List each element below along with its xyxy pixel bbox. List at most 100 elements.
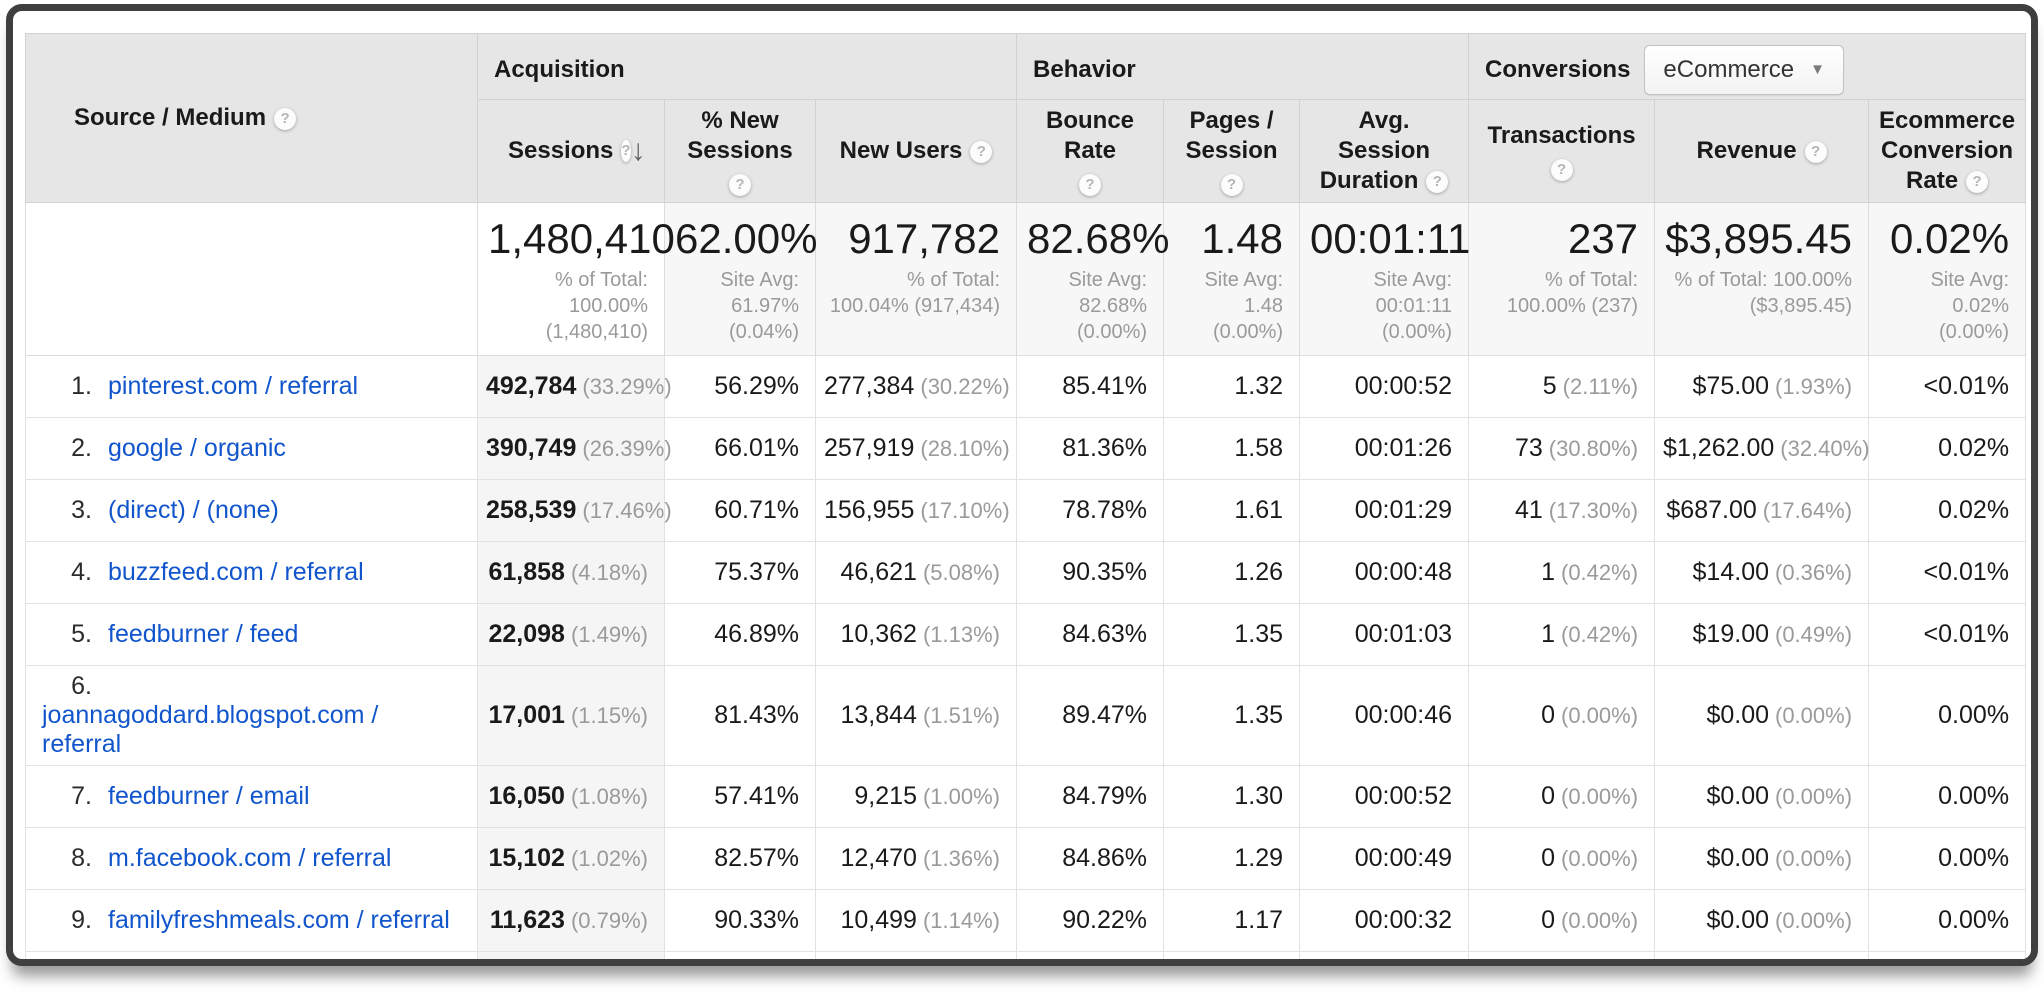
new-users-cell: 12,470 (1.36%) bbox=[814, 826, 1018, 890]
help-icon[interactable]: ? bbox=[1426, 170, 1449, 193]
pages-session-cell: 1.30 bbox=[1163, 950, 1301, 959]
help-icon[interactable]: ? bbox=[1079, 174, 1102, 196]
help-icon[interactable]: ? bbox=[1220, 174, 1243, 196]
help-icon[interactable]: ? bbox=[970, 140, 993, 163]
pages-session-cell: 1.35 bbox=[1163, 603, 1301, 667]
source-medium-link[interactable]: familyfreshmeals.com / referral bbox=[108, 905, 450, 934]
group-header-row: Source / Medium? Acquisition Behavior Co… bbox=[25, 33, 2027, 203]
conversion-rate-cell: 0.00% bbox=[1868, 888, 2027, 952]
transactions-cell: 1(0.42%) bbox=[1468, 541, 1656, 605]
conversion-rate-cell: 0.00% bbox=[1868, 665, 2027, 766]
avg-session-duration-cell: 00:00:48 bbox=[1299, 541, 1470, 605]
totals-bounce-rate: 82.68% Site Avg: 82.68% (0.00%) bbox=[1016, 201, 1169, 357]
bounce-rate-cell: 88.51% bbox=[1016, 950, 1165, 959]
avg-session-duration-cell: 00:01:03 bbox=[1299, 603, 1470, 667]
new-users-cell: 257,919 (28.10%) bbox=[814, 417, 1018, 481]
conversion-rate-cell: <0.01% bbox=[1868, 541, 2027, 605]
totals-blank-cell bbox=[25, 201, 478, 357]
help-icon[interactable]: ? bbox=[1804, 140, 1827, 163]
new-users-cell: 156,955 (17.10%) bbox=[814, 479, 1018, 543]
pages-session-cell: 1.35 bbox=[1163, 665, 1301, 766]
source-medium-cell: 8. m.facebook.com / referral bbox=[25, 826, 478, 890]
source-medium-label: Source / Medium bbox=[74, 104, 267, 131]
column-header-ecommerce-conversion-rate[interactable]: Ecommerce Conversion Rate? bbox=[1868, 99, 2027, 203]
transactions-cell: 5 (2.11%) bbox=[1468, 355, 1656, 419]
table-row: 6.joannagoddard.blogspot.com / referral … bbox=[25, 665, 2027, 766]
totals-row: 1,480,410% of Total: 100.00% (1,480,410)… bbox=[25, 201, 2027, 357]
row-rank: 3. bbox=[71, 496, 92, 525]
transactions-cell: 1(0.42%) bbox=[1468, 603, 1656, 667]
source-medium-cell: 1. pinterest.com / referral bbox=[25, 355, 478, 419]
column-header-bounce-rate[interactable]: Bounce Rate? bbox=[1016, 99, 1165, 203]
sort-descending-icon[interactable]: ↓ bbox=[630, 134, 646, 167]
revenue-cell: $0.00 (0.00%) bbox=[1654, 764, 1870, 828]
new-sessions-cell: 87.20% bbox=[664, 950, 816, 959]
table-row: 8. m.facebook.com / referral 15,102 (1.02%… bbox=[25, 826, 2027, 890]
revenue-cell: $0.00 (0.00%) bbox=[1654, 826, 1870, 890]
table-row: 3. (direct) / (none) 258,539 (17.46%) 60.7… bbox=[25, 479, 2027, 543]
column-header-new-users[interactable]: New Users? bbox=[814, 99, 1018, 203]
table-row: 5. feedburner / feed 22,098 (1.49%) 46.89%… bbox=[25, 603, 2027, 667]
column-header-avg-session-duration[interactable]: Avg. Session Duration? bbox=[1299, 99, 1470, 203]
totals-sessions: 1,480,410% of Total: 100.00% (1,480,410) bbox=[477, 201, 675, 357]
table-row: 9. familyfreshmeals.com / referral 11,623… bbox=[25, 888, 2027, 952]
help-icon[interactable]: ? bbox=[621, 140, 631, 162]
conversion-rate-cell: 0.02% bbox=[1868, 479, 2027, 543]
pages-session-cell: 1.29 bbox=[1163, 826, 1301, 890]
dropdown-value: eCommerce bbox=[1663, 55, 1795, 83]
totals-new-sessions: 62.00% Site Avg: 61.97% (0.04%) bbox=[664, 201, 817, 357]
group-acquisition: Acquisition bbox=[476, 33, 1018, 100]
column-header-source-medium[interactable]: Source / Medium? bbox=[25, 33, 478, 203]
source-medium-link[interactable]: feedburner / email bbox=[108, 781, 310, 810]
avg-session-duration-cell: 00:00:52 bbox=[1299, 355, 1470, 419]
conversion-rate-cell: <0.01% bbox=[1868, 950, 2027, 959]
bounce-rate-cell: 90.22% bbox=[1016, 888, 1165, 952]
column-header-sessions[interactable]: Sessions? ↓ bbox=[477, 99, 665, 203]
bounce-rate-cell: 84.79% bbox=[1016, 764, 1165, 828]
source-medium-link[interactable]: joannagoddard.blogspot.com / referral bbox=[42, 701, 379, 758]
row-rank: 7. bbox=[71, 781, 92, 810]
revenue-cell: $0.00 (0.00%) bbox=[1654, 888, 1870, 952]
source-medium-cell: 10.frankie.com.au / referral bbox=[25, 950, 478, 959]
table-body: 1. pinterest.com / referral 492,784 (33.29… bbox=[25, 355, 2027, 959]
new-users-cell: 277,384 (30.22%) bbox=[814, 355, 1018, 419]
revenue-cell: $0.00 (0.00%) bbox=[1654, 665, 1870, 766]
help-icon[interactable]: ? bbox=[1550, 159, 1573, 181]
source-medium-link[interactable]: google / organic bbox=[108, 434, 286, 463]
column-header-transactions[interactable]: Transactions? bbox=[1468, 99, 1656, 203]
new-users-cell: 9,226(1.01%) bbox=[814, 950, 1018, 959]
help-icon[interactable]: ? bbox=[1966, 170, 1989, 193]
row-rank: 2. bbox=[71, 434, 92, 463]
avg-session-duration-cell: 00:00:52 bbox=[1299, 764, 1470, 828]
pages-session-cell: 1.26 bbox=[1163, 541, 1301, 605]
new-sessions-cell: 90.33% bbox=[664, 888, 816, 952]
source-medium-cell: 4. buzzfeed.com / referral bbox=[25, 541, 478, 605]
help-icon[interactable]: ? bbox=[729, 174, 751, 196]
source-medium-link[interactable]: (direct) / (none) bbox=[108, 496, 279, 525]
source-medium-link[interactable]: pinterest.com / referral bbox=[108, 372, 359, 401]
totals-new-users: 917,782% of Total: 100.04% (917,434) bbox=[814, 201, 1018, 357]
column-header-pages-session[interactable]: Pages / Session? bbox=[1163, 99, 1301, 203]
group-conversions: Conversions eCommerce ▼ bbox=[1468, 33, 2027, 100]
column-header-new-sessions[interactable]: % New Sessions? bbox=[664, 99, 816, 203]
transactions-cell: 0 (0.00%) bbox=[1468, 764, 1656, 828]
source-medium-link[interactable]: buzzfeed.com / referral bbox=[108, 558, 364, 587]
revenue-cell: $19.00(0.49%) bbox=[1654, 603, 1870, 667]
new-sessions-cell: 60.71% bbox=[664, 479, 816, 543]
bounce-rate-cell: 78.78% bbox=[1016, 479, 1165, 543]
source-medium-link[interactable]: feedburner / feed bbox=[108, 620, 299, 649]
conversions-type-dropdown[interactable]: eCommerce ▼ bbox=[1644, 44, 1844, 95]
totals-revenue: $3,895.45% of Total: 100.00% ($3,895.45) bbox=[1654, 201, 1870, 357]
help-icon[interactable]: ? bbox=[274, 107, 297, 130]
new-users-cell: 9,215 (1.00%) bbox=[814, 764, 1018, 828]
column-header-revenue[interactable]: Revenue? bbox=[1654, 99, 1870, 203]
source-medium-link[interactable]: m.facebook.com / referral bbox=[108, 843, 392, 872]
revenue-cell: $75.00 (1.93%) bbox=[1654, 355, 1870, 419]
bounce-rate-cell: 85.41% bbox=[1016, 355, 1165, 419]
source-medium-cell: 7. feedburner / email bbox=[25, 764, 478, 828]
transactions-cell: 1(0.42%) bbox=[1468, 950, 1656, 959]
pages-session-cell: 1.17 bbox=[1163, 888, 1301, 952]
dropdown-caret-icon: ▼ bbox=[1810, 61, 1825, 78]
behavior-label: Behavior bbox=[1033, 55, 1136, 83]
revenue-cell: $19.00(0.49%) bbox=[1654, 950, 1870, 959]
